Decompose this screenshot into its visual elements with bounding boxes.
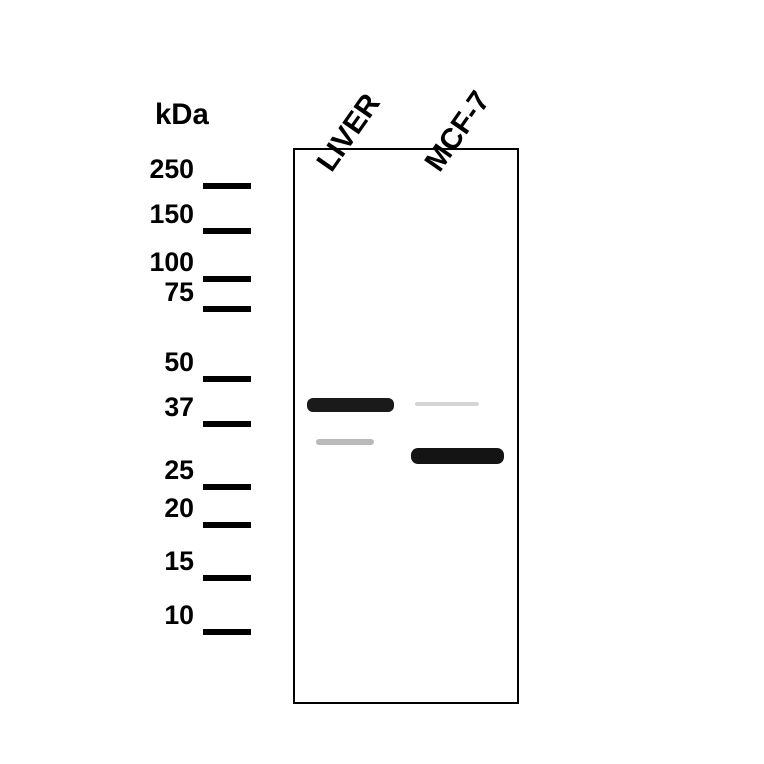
blot-band: [415, 402, 479, 406]
ladder-tick-icon: [203, 228, 251, 234]
ladder-tick-icon: [203, 575, 251, 581]
lane-liver: [303, 150, 409, 702]
ladder-tick-icon: [203, 421, 251, 427]
ladder-tick-icon: [203, 376, 251, 382]
ladder-tick-icon: [203, 484, 251, 490]
ladder-label: 150: [150, 198, 194, 229]
ladder-label: 100: [150, 246, 194, 277]
blot-band: [411, 448, 504, 464]
ladder-label: 25: [164, 454, 194, 485]
lane-mcf7: [409, 150, 515, 702]
blot-band: [316, 439, 374, 445]
ladder-tick-icon: [203, 276, 251, 282]
ladder-label: 37: [164, 391, 194, 422]
ladder-tick-icon: [203, 183, 251, 189]
ladder-label: 250: [150, 153, 194, 184]
ladder-label: 20: [164, 492, 194, 523]
axis-unit-label: kDa: [155, 98, 209, 132]
ladder-label: 15: [164, 545, 194, 576]
ladder-label: 10: [164, 599, 194, 630]
ladder-tick-icon: [203, 629, 251, 635]
western-blot-figure: kDa 25015010075503725201510 LIVERMCF-7: [0, 0, 764, 764]
blot-membrane: [293, 148, 519, 704]
ladder-tick-icon: [203, 522, 251, 528]
blot-band: [307, 398, 394, 412]
ladder-label: 50: [164, 346, 194, 377]
ladder-tick-icon: [203, 306, 251, 312]
ladder-label: 75: [164, 276, 194, 307]
